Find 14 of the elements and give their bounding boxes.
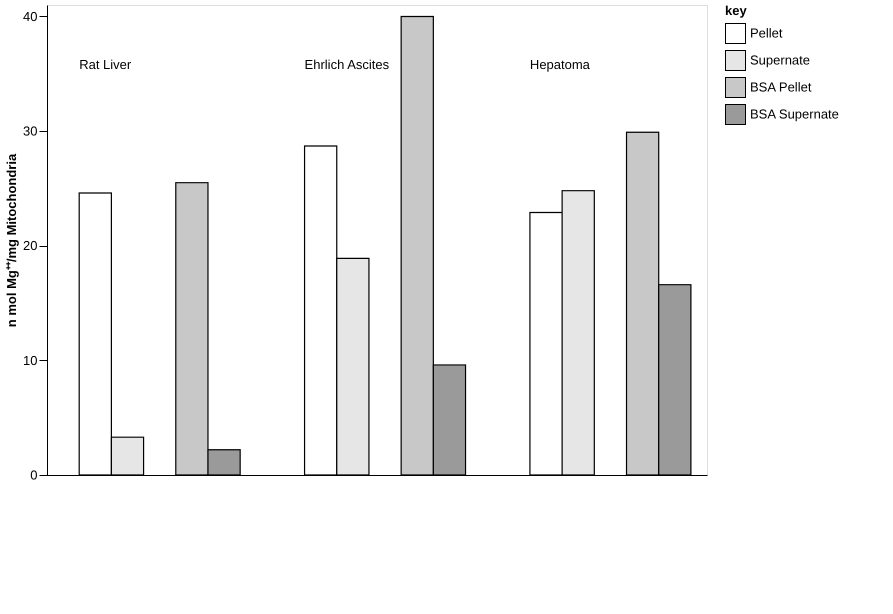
- y-tick-label: 20: [23, 238, 38, 254]
- x-tick-label: Ehrlich Ascites: [304, 57, 390, 72]
- legend-label: Supernate: [750, 52, 810, 68]
- y-tick-label: 0: [30, 468, 38, 482]
- x-tick-label: Rat Liver: [79, 57, 132, 72]
- legend-title: key: [725, 3, 748, 18]
- legend-label: BSA Pellet: [750, 80, 812, 94]
- y-tick-label: 40: [23, 8, 38, 24]
- y-axis-title: n mol Mg⁺⁺/mg Mitochondria: [4, 153, 20, 328]
- legend-label: Pellet: [750, 26, 783, 40]
- y-tick-label: 30: [23, 124, 38, 139]
- legend-label: BSA Supernate: [750, 106, 839, 122]
- x-tick-label: Hepatoma: [530, 57, 591, 72]
- y-tick-label: 10: [23, 352, 38, 368]
